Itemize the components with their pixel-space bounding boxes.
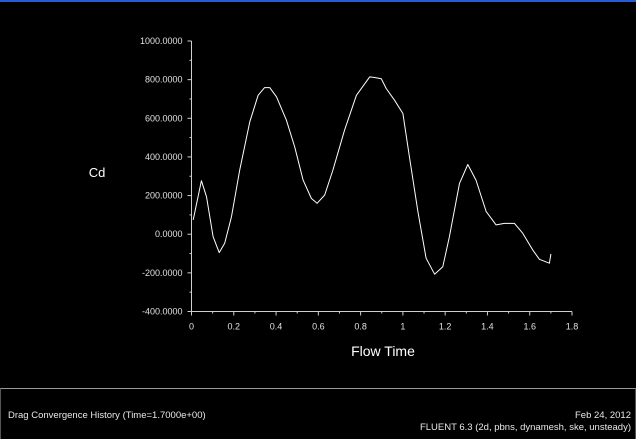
x-tick-label: 1.8: [566, 322, 579, 332]
footer-panel: Drag Convergence History (Time=1.7000e+0…: [0, 388, 636, 439]
x-tick-label: 0.6: [312, 322, 325, 332]
x-tick-label: 0: [189, 322, 194, 332]
y-tick-label: 600.0000: [145, 113, 183, 123]
cd-series-line: [192, 76, 552, 275]
x-tick-label: 1.6: [523, 322, 536, 332]
y-tick-label: 1000.0000: [140, 36, 183, 46]
x-tick-label: 1.2: [439, 322, 452, 332]
y-tick-label: -400.0000: [142, 307, 183, 317]
drag-chart: 0 0.2 0.4 0.6 0.8 1 1.2 1.4 1.6 1.8 1000.0000 800.0…: [89, 36, 579, 359]
x-tick-label: 1: [400, 322, 405, 332]
y-tick-label: 800.0000: [145, 75, 183, 85]
title-bar: [0, 0, 636, 2]
axes: 0 0.2 0.4 0.6 0.8 1 1.2 1.4 1.6 1.8 1000.0000 800.0…: [140, 36, 578, 332]
solver-info: FLUENT 6.3 (2d, pbns, dynamesh, ske, uns…: [419, 422, 631, 433]
y-tick-label: -200.0000: [142, 268, 183, 278]
x-tick-label: 0.4: [270, 322, 283, 332]
x-axis-label: Flow Time: [351, 343, 415, 359]
y-axis-label: Cd: [89, 165, 106, 180]
y-tick-label: 400.0000: [145, 152, 183, 162]
x-tick-label: 0.2: [228, 322, 241, 332]
y-tick-label: 0.0000: [155, 229, 183, 239]
x-tick-label: 0.8: [354, 322, 367, 332]
date-label: Feb 24, 2012: [575, 410, 631, 421]
y-tick-label: 200.0000: [145, 191, 183, 201]
plot-title: Drag Convergence History (Time=1.7000e+0…: [8, 410, 206, 421]
x-tick-label: 1.4: [481, 322, 494, 332]
